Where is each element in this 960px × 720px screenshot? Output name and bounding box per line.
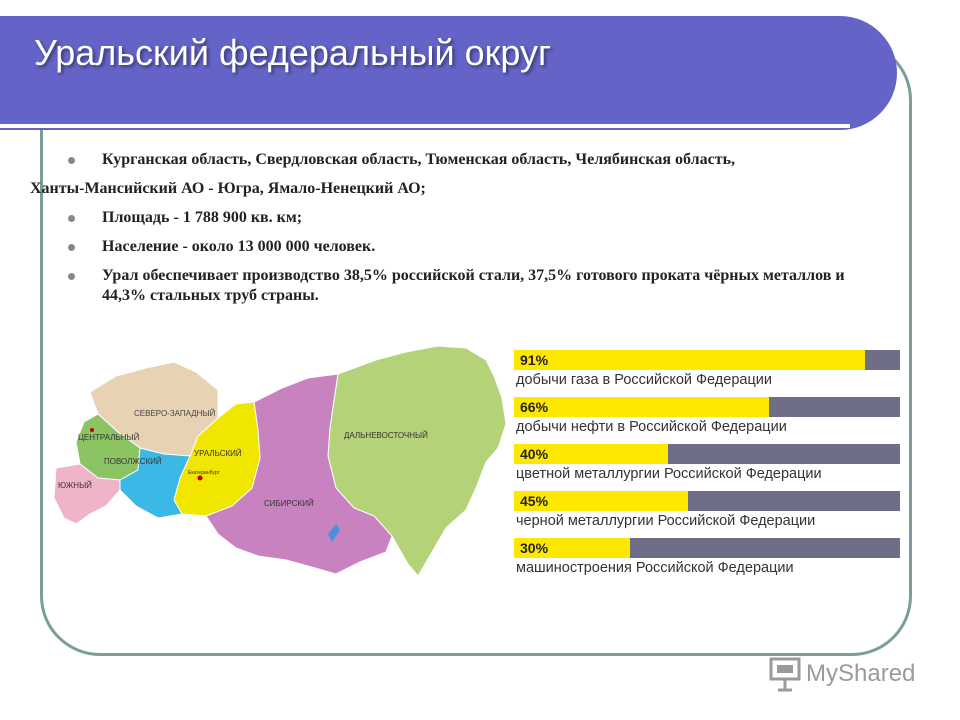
russia-federal-districts-map: СЕВЕРО-ЗАПАДНЫЙ ЦЕНТРАЛЬНЫЙ ПОВОЛЖСКИЙ Ю… xyxy=(53,345,507,577)
bullet-list: Курганская область, Свердловская область… xyxy=(30,150,906,315)
bullet-item-production: Урал обеспечивает производство 38,5% рос… xyxy=(66,266,906,306)
stat-bar-fill xyxy=(514,350,866,370)
industry-share-bars: 91% добычи газа в Российской Федерации 6… xyxy=(514,346,902,581)
stat-machinery: 30% машиностроения Российской Федерации xyxy=(514,534,902,581)
title-bar xyxy=(0,16,897,130)
stat-label: добычи нефти в Российской Федерации xyxy=(516,419,787,435)
watermark-text: MyShared xyxy=(806,660,916,687)
stat-oil: 66% добычи нефти в Российской Федерации xyxy=(514,393,902,440)
stat-bar-fill xyxy=(514,444,669,464)
title-divider xyxy=(0,124,850,128)
stat-label: цветной металлургии Российской Федерации xyxy=(516,466,822,482)
map-label-urals: УРАЛЬСКИЙ xyxy=(194,449,242,458)
stat-bar-track: 30% xyxy=(514,538,900,558)
map-label-volga: ПОВОЛЖСКИЙ xyxy=(104,457,162,466)
bullet-item-population: Население - около 13 000 000 человек. xyxy=(66,237,906,257)
bullet-item-area: Площадь - 1 788 900 кв. км; xyxy=(66,208,906,228)
map-label-northwest: СЕВЕРО-ЗАПАДНЫЙ xyxy=(134,409,216,418)
bullet-dot-icon xyxy=(68,157,75,164)
stat-gas: 91% добычи газа в Российской Федерации xyxy=(514,346,902,393)
city-marker-icon xyxy=(197,475,203,481)
stat-bar-track: 91% xyxy=(514,350,900,370)
stat-bar-track: 66% xyxy=(514,397,900,417)
slide-title: Уральский федеральный округ xyxy=(34,32,552,73)
stat-bar-fill xyxy=(514,397,769,417)
stat-percent: 40% xyxy=(520,446,549,462)
stat-bar-track: 40% xyxy=(514,444,900,464)
stat-percent: 45% xyxy=(520,493,549,509)
bullet-item-regions-continued: Ханты-Мансийский АО - Югра, Ямало-Ненецк… xyxy=(30,180,426,197)
stat-ferrous: 45% черной металлургии Российской Федера… xyxy=(514,487,902,534)
map-label-south: ЮЖНЫЙ xyxy=(58,481,92,490)
lake-baikal xyxy=(328,524,340,542)
stat-label: черной металлургии Российской Федерации xyxy=(516,513,816,529)
stat-percent: 91% xyxy=(520,352,549,368)
city-marker-icon xyxy=(90,428,94,432)
stat-percent: 66% xyxy=(520,399,549,415)
stat-label: добычи газа в Российской Федерации xyxy=(516,372,772,388)
bullet-item-regions: Курганская область, Свердловская область… xyxy=(66,150,906,170)
bullet-dot-icon xyxy=(68,215,75,222)
map-label-central: ЦЕНТРАЛЬНЫЙ xyxy=(78,433,140,442)
presentation-board-icon xyxy=(769,657,801,692)
map-region-volga xyxy=(119,447,191,519)
stat-percent: 30% xyxy=(520,540,549,556)
stat-nonferrous: 40% цветной металлургии Российской Федер… xyxy=(514,440,902,487)
map-label-city: Екатеринбург xyxy=(188,470,220,476)
bullet-dot-icon xyxy=(68,273,75,280)
stat-bar-fill xyxy=(514,538,630,558)
bullet-dot-icon xyxy=(68,244,75,251)
watermark-logo: MyShared xyxy=(768,656,928,696)
map-region-south xyxy=(53,463,121,525)
stat-bar-fill xyxy=(514,491,688,511)
map-label-far-east: ДАЛЬНЕВОСТОЧНЫЙ xyxy=(344,431,428,440)
stat-label: машиностроения Российской Федерации xyxy=(516,560,794,576)
stat-bar-track: 45% xyxy=(514,491,900,511)
map-label-siberian: СИБИРСКИЙ xyxy=(264,499,314,508)
